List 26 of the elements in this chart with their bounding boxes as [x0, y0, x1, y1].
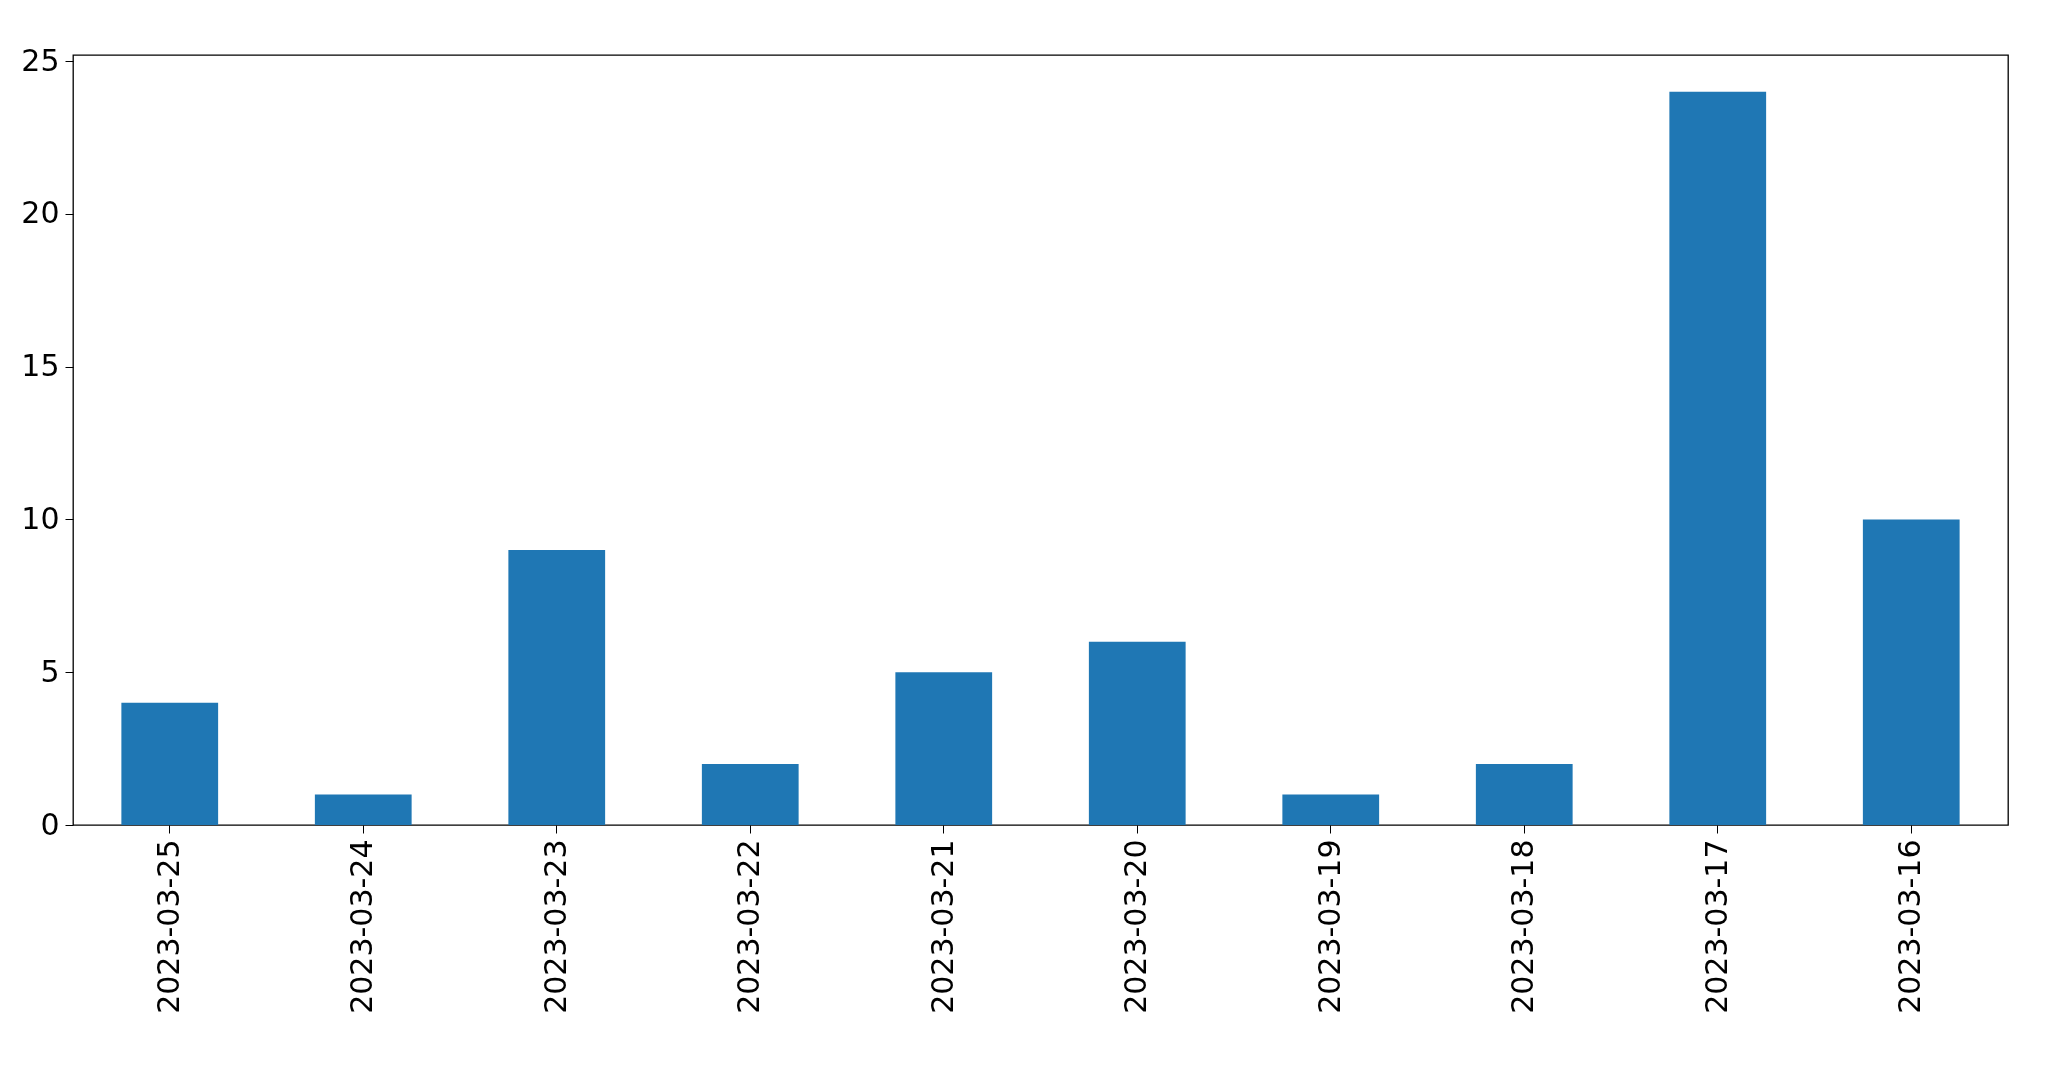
bar	[121, 702, 219, 825]
x-tick-label: 2023-03-25	[150, 839, 186, 1014]
y-tick-label: 15	[21, 348, 60, 384]
y-tick-label: 20	[21, 195, 60, 231]
y-tick-label: 25	[21, 42, 60, 78]
bar	[701, 763, 799, 825]
x-tick-label: 2023-03-17	[1698, 839, 1734, 1014]
bar	[1669, 91, 1767, 825]
bar	[1282, 794, 1380, 825]
x-tick-label: 2023-03-20	[1118, 839, 1154, 1014]
x-tick-label: 2023-03-16	[1892, 839, 1928, 1014]
bar	[1088, 641, 1186, 825]
bar	[895, 672, 993, 825]
y-tick-label: 0	[40, 806, 60, 842]
x-tick-label: 2023-03-21	[924, 839, 960, 1014]
x-tick-label: 2023-03-23	[537, 839, 573, 1014]
x-tick-label: 2023-03-24	[344, 839, 380, 1014]
x-tick-label: 2023-03-18	[1505, 839, 1541, 1014]
bar	[314, 794, 412, 825]
bar	[508, 550, 606, 825]
bar	[1475, 763, 1573, 825]
x-tick-label: 2023-03-19	[1311, 839, 1347, 1014]
y-tick-label: 5	[40, 653, 60, 689]
bar	[1862, 519, 1960, 825]
x-tick-label: 2023-03-22	[731, 839, 767, 1014]
y-tick-label: 10	[21, 500, 60, 536]
